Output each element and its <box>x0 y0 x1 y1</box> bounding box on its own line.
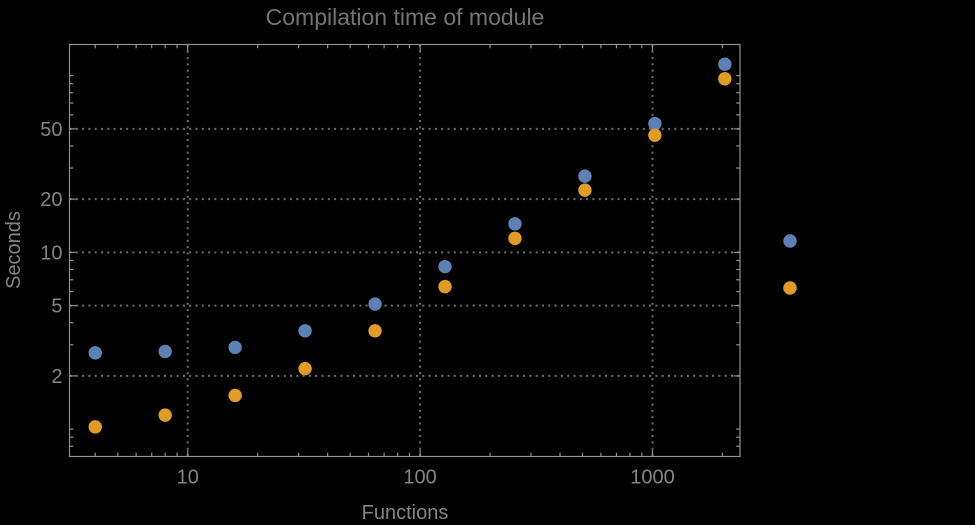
data-point-blue <box>438 259 452 274</box>
x-tick-label-100: 100 <box>403 467 436 489</box>
legend-marker-orange <box>783 281 797 295</box>
y-tick-label-20: 20 <box>40 189 62 211</box>
data-point-orange <box>298 361 312 376</box>
x-axis-label: Functions <box>362 502 449 524</box>
data-point-blue <box>718 57 732 71</box>
y-axis-label: Seconds <box>3 211 25 289</box>
data-point-blue <box>368 297 382 311</box>
plot-layer: 10 100 1000 2 5 10 20 50 <box>40 43 797 489</box>
data-point-orange <box>718 72 732 86</box>
data-point-orange <box>578 183 592 197</box>
x-tick-label-1000: 1000 <box>630 467 675 489</box>
legend-marker-blue <box>783 234 797 248</box>
data-point-blue <box>88 346 102 360</box>
data-point-blue <box>578 169 592 183</box>
data-point-orange <box>648 128 662 142</box>
data-point-orange <box>228 388 242 403</box>
data-point-blue <box>158 344 172 359</box>
y-tick-label-50: 50 <box>40 119 62 141</box>
x-tick-label-10: 10 <box>177 467 199 489</box>
data-point-orange <box>368 324 382 338</box>
y-tick-label-10: 10 <box>40 242 62 264</box>
y-tick-label-5: 5 <box>51 296 62 318</box>
data-point-blue <box>298 324 312 338</box>
data-point-blue <box>648 116 662 131</box>
data-point-blue <box>228 340 242 355</box>
y-tick-label-2: 2 <box>51 366 62 388</box>
data-point-orange <box>438 279 452 294</box>
chart-title: Compilation time of module <box>266 4 545 30</box>
data-point-orange <box>88 420 102 434</box>
plot-frame <box>68 43 741 458</box>
data-point-orange <box>158 408 172 422</box>
data-point-orange <box>508 231 522 246</box>
data-point-blue <box>508 217 522 231</box>
